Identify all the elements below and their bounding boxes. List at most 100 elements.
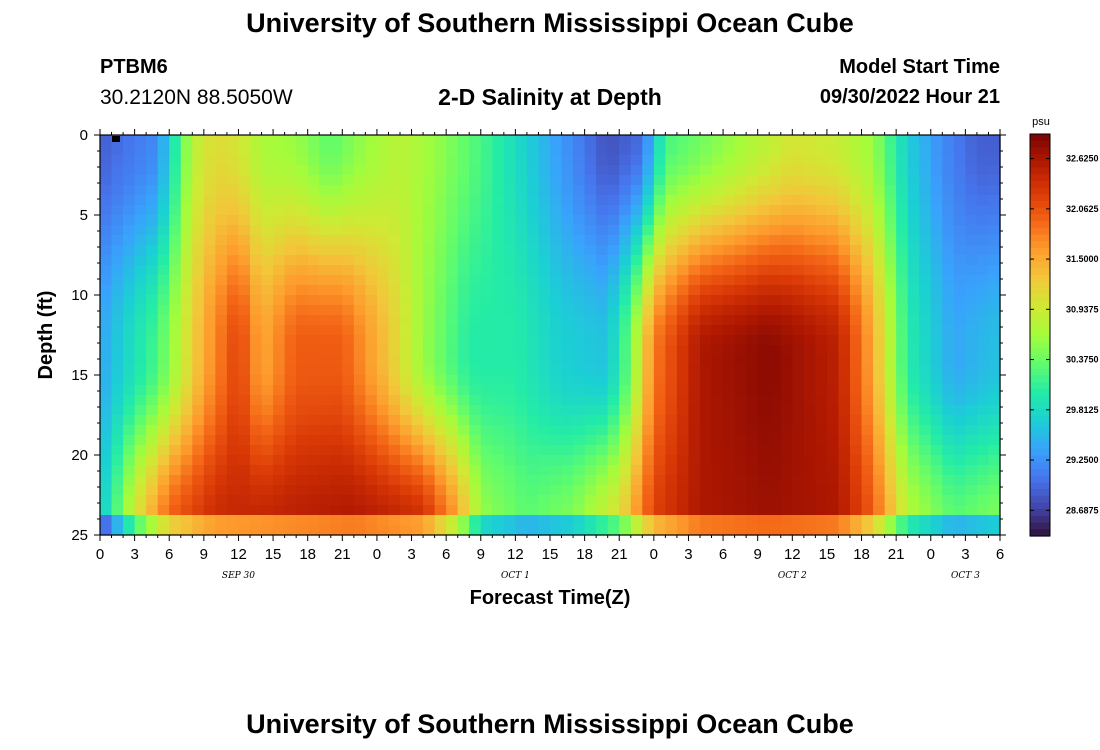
heatmap-cell — [342, 255, 355, 266]
heatmap-cell — [353, 175, 366, 186]
heatmap-cell — [942, 515, 955, 526]
heatmap-cell — [284, 365, 297, 376]
heatmap-cell — [803, 325, 816, 336]
heatmap-cell — [550, 135, 563, 146]
heatmap-cell — [573, 525, 586, 536]
heatmap-cell — [965, 385, 978, 396]
heatmap-cell — [469, 365, 482, 376]
heatmap-cell — [734, 505, 747, 516]
heatmap-cell — [757, 345, 770, 356]
heatmap-cell — [792, 315, 805, 326]
heatmap-cell — [815, 295, 828, 306]
heatmap-cell — [988, 335, 1001, 346]
heatmap-cell — [203, 305, 216, 316]
heatmap-cell — [203, 285, 216, 296]
heatmap-cell — [250, 245, 263, 256]
heatmap-cell — [284, 325, 297, 336]
heatmap-cell — [919, 425, 932, 436]
heatmap-cell — [250, 235, 263, 246]
heatmap-cell — [238, 505, 251, 516]
heatmap-cell — [538, 355, 551, 366]
heatmap-cell — [642, 215, 655, 226]
heatmap-cell — [353, 515, 366, 526]
heatmap-cell — [388, 475, 401, 486]
heatmap-cell — [284, 335, 297, 346]
heatmap-cell — [157, 445, 170, 456]
heatmap-cell — [296, 465, 309, 476]
heatmap-cell — [446, 325, 459, 336]
heatmap-cell — [503, 145, 516, 156]
heatmap-cell — [480, 175, 493, 186]
heatmap-cell — [353, 385, 366, 396]
heatmap-cell — [953, 445, 966, 456]
heatmap-cell — [273, 285, 286, 296]
colorbar-segment — [1030, 254, 1050, 262]
heatmap-cell — [538, 515, 551, 526]
heatmap-cell — [596, 215, 609, 226]
heatmap-cell — [261, 335, 274, 346]
heatmap-cell — [642, 365, 655, 376]
heatmap-cell — [723, 365, 736, 376]
heatmap-cell — [757, 365, 770, 376]
heatmap-cell — [134, 165, 147, 176]
heatmap-cell — [988, 195, 1001, 206]
heatmap-cell — [434, 525, 447, 536]
heatmap-cell — [100, 225, 113, 236]
heatmap-cell — [469, 295, 482, 306]
heatmap-cell — [676, 185, 690, 196]
heatmap-cell — [538, 255, 551, 266]
heatmap-cell — [930, 185, 943, 196]
heatmap-cell — [573, 305, 586, 316]
heatmap-cell — [942, 165, 955, 176]
heatmap-cell — [607, 275, 620, 286]
heatmap-cell — [423, 295, 436, 306]
heatmap-cell — [838, 295, 851, 306]
heatmap-cell — [988, 175, 1001, 186]
heatmap-cell — [711, 385, 724, 396]
heatmap-cell — [676, 465, 690, 476]
heatmap-cell — [411, 445, 424, 456]
heatmap-cell — [538, 425, 551, 436]
heatmap-cell — [919, 165, 932, 176]
heatmap-cell — [976, 225, 990, 236]
heatmap-cell — [111, 265, 124, 276]
heatmap-cell — [469, 525, 482, 536]
heatmap-cell — [169, 465, 182, 476]
heatmap-cell — [192, 285, 205, 296]
heatmap-cell — [111, 225, 124, 236]
heatmap-cell — [273, 475, 286, 486]
heatmap-cell — [792, 245, 805, 256]
heatmap-cell — [434, 405, 447, 416]
heatmap-cell — [296, 485, 309, 496]
heatmap-cell — [457, 505, 470, 516]
heatmap-cell — [676, 495, 690, 506]
heatmap-cell — [284, 165, 297, 176]
heatmap-cell — [434, 145, 447, 156]
x-tick-label: 15 — [819, 546, 836, 563]
heatmap-cell — [688, 415, 701, 426]
heatmap-cell — [746, 165, 759, 176]
heatmap-cell — [226, 195, 240, 206]
heatmap-cell — [688, 375, 701, 386]
heatmap-cell — [630, 505, 643, 516]
heatmap-cell — [884, 255, 897, 266]
heatmap-cell — [757, 485, 770, 496]
heatmap-cell — [261, 505, 274, 516]
heatmap-cell — [365, 525, 378, 536]
heatmap-cell — [792, 235, 805, 246]
heatmap-cell — [388, 225, 401, 236]
heatmap-cell — [111, 355, 124, 366]
heatmap-cell — [411, 345, 424, 356]
heatmap-cell — [180, 365, 193, 376]
heatmap-cell — [157, 425, 170, 436]
heatmap-cell — [665, 435, 678, 446]
heatmap-cell — [826, 275, 840, 286]
heatmap-cell — [803, 305, 816, 316]
heatmap-cell — [457, 385, 470, 396]
heatmap-cell — [215, 175, 228, 186]
heatmap-cell — [284, 525, 297, 536]
heatmap-cell — [538, 505, 551, 516]
heatmap-cell — [723, 455, 736, 466]
heatmap-cell — [653, 295, 666, 306]
heatmap-cell — [134, 225, 147, 236]
